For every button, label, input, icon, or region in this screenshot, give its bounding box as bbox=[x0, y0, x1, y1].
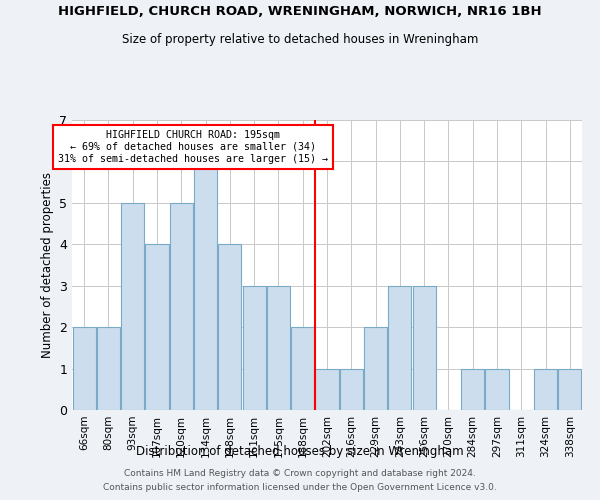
Text: HIGHFIELD, CHURCH ROAD, WRENINGHAM, NORWICH, NR16 1BH: HIGHFIELD, CHURCH ROAD, WRENINGHAM, NORW… bbox=[58, 5, 542, 18]
Text: Size of property relative to detached houses in Wreningham: Size of property relative to detached ho… bbox=[122, 32, 478, 46]
Bar bbox=[413, 286, 436, 410]
Bar bbox=[218, 244, 241, 410]
Text: Contains public sector information licensed under the Open Government Licence v3: Contains public sector information licen… bbox=[103, 484, 497, 492]
Bar bbox=[121, 203, 144, 410]
Bar bbox=[534, 368, 557, 410]
Bar bbox=[485, 368, 509, 410]
Text: Contains HM Land Registry data © Crown copyright and database right 2024.: Contains HM Land Registry data © Crown c… bbox=[124, 468, 476, 477]
Bar bbox=[194, 162, 217, 410]
Bar bbox=[267, 286, 290, 410]
Bar bbox=[364, 327, 387, 410]
Bar bbox=[97, 327, 120, 410]
Text: Distribution of detached houses by size in Wreningham: Distribution of detached houses by size … bbox=[136, 445, 464, 458]
Bar bbox=[559, 368, 581, 410]
Text: HIGHFIELD CHURCH ROAD: 195sqm
← 69% of detached houses are smaller (34)
31% of s: HIGHFIELD CHURCH ROAD: 195sqm ← 69% of d… bbox=[58, 130, 328, 164]
Bar bbox=[170, 203, 193, 410]
Bar bbox=[145, 244, 169, 410]
Bar bbox=[388, 286, 412, 410]
Bar bbox=[461, 368, 484, 410]
Bar bbox=[73, 327, 95, 410]
Bar bbox=[291, 327, 314, 410]
Bar bbox=[340, 368, 363, 410]
Bar bbox=[242, 286, 266, 410]
Y-axis label: Number of detached properties: Number of detached properties bbox=[41, 172, 53, 358]
Bar bbox=[316, 368, 338, 410]
